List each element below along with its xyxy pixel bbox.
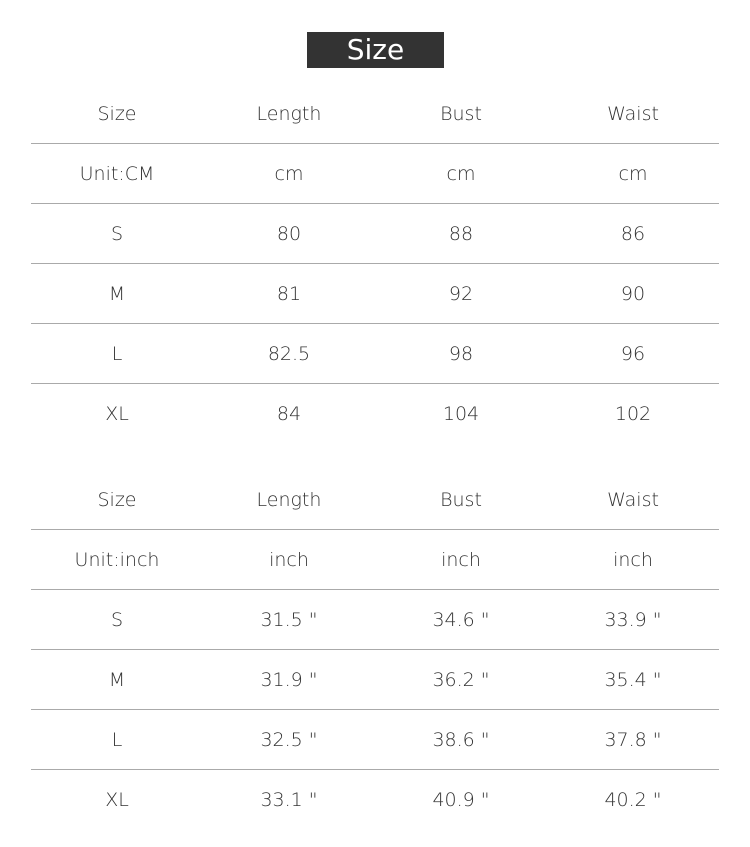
header-row: Size Length Bust Waist	[31, 470, 719, 530]
table-cell: 102	[614, 402, 652, 425]
table-cell: XL	[105, 402, 129, 425]
table-cell: 81	[276, 282, 302, 305]
table-cell: S	[110, 222, 124, 245]
table-row: Unit:CM cm cm cm	[31, 144, 719, 204]
table-cell: 36.2 "	[432, 668, 490, 691]
table-cell: 35.4 "	[604, 668, 662, 691]
column-header: Waist	[607, 102, 659, 125]
table-cell: 98	[448, 342, 474, 365]
column-header: Length	[256, 102, 322, 125]
column-header: Bust	[440, 488, 482, 511]
table-cell: M	[108, 668, 126, 691]
table-cell: 104	[442, 402, 480, 425]
table-cell: 40.2 "	[604, 788, 662, 811]
column-header: Size	[97, 102, 137, 125]
table-cell: 90	[620, 282, 646, 305]
column-header: Length	[256, 488, 322, 511]
table-cell: cm	[274, 162, 304, 185]
table-cell: 86	[620, 222, 646, 245]
table-cell: inch	[613, 548, 653, 571]
table-row: S 31.5 " 34.6 " 33.9 "	[31, 590, 719, 650]
table-cell: 80	[276, 222, 302, 245]
table-cell: 34.6 "	[432, 608, 490, 631]
table-cell: inch	[441, 548, 481, 571]
table-row: L 32.5 " 38.6 " 37.8 "	[31, 710, 719, 770]
table-cell: 40.9 "	[432, 788, 490, 811]
table-cell: 33.9 "	[604, 608, 662, 631]
table-cell: XL	[105, 788, 129, 811]
table-cell: S	[110, 608, 124, 631]
column-header: Waist	[607, 488, 659, 511]
table-cell: Unit:CM	[79, 162, 155, 185]
table-cell: L	[111, 342, 123, 365]
table-row: M 81 92 90	[31, 264, 719, 324]
size-title: Size	[307, 32, 444, 68]
column-header: Size	[97, 488, 137, 511]
table-cell: 33.1 "	[260, 788, 318, 811]
table-row: S 80 88 86	[31, 204, 719, 264]
table-cell: 84	[276, 402, 302, 425]
table-cell: L	[111, 728, 123, 751]
table-cell: cm	[618, 162, 648, 185]
header-row: Size Length Bust Waist	[31, 84, 719, 144]
table-row: M 31.9 " 36.2 " 35.4 "	[31, 650, 719, 710]
table-cell: 82.5	[267, 342, 311, 365]
table-cell: 32.5 "	[260, 728, 318, 751]
table-cell: M	[108, 282, 126, 305]
table-cell: inch	[269, 548, 309, 571]
table-cell: 31.9 "	[260, 668, 318, 691]
table-row: Unit:inch inch inch inch	[31, 530, 719, 590]
table-row: XL 84 104 102	[31, 384, 719, 444]
size-table-cm: Size Length Bust Waist Unit:CM cm cm cm S 80 88 86 M…	[31, 84, 719, 443]
table-cell: 38.6 "	[432, 728, 490, 751]
table-row: XL 33.1 " 40.9 " 40.2 "	[31, 770, 719, 830]
table-cell: 88	[448, 222, 474, 245]
table-cell: cm	[446, 162, 476, 185]
table-cell: 92	[448, 282, 474, 305]
size-table-inch: Size Length Bust Waist Unit:inch inch inch inch…	[31, 470, 719, 829]
table-row: L 82.5 98 96	[31, 324, 719, 384]
table-cell: 96	[620, 342, 646, 365]
table-cell: Unit:inch	[74, 548, 160, 571]
table-cell: 31.5 "	[260, 608, 318, 631]
column-header: Bust	[440, 102, 482, 125]
table-cell: 37.8 "	[604, 728, 662, 751]
